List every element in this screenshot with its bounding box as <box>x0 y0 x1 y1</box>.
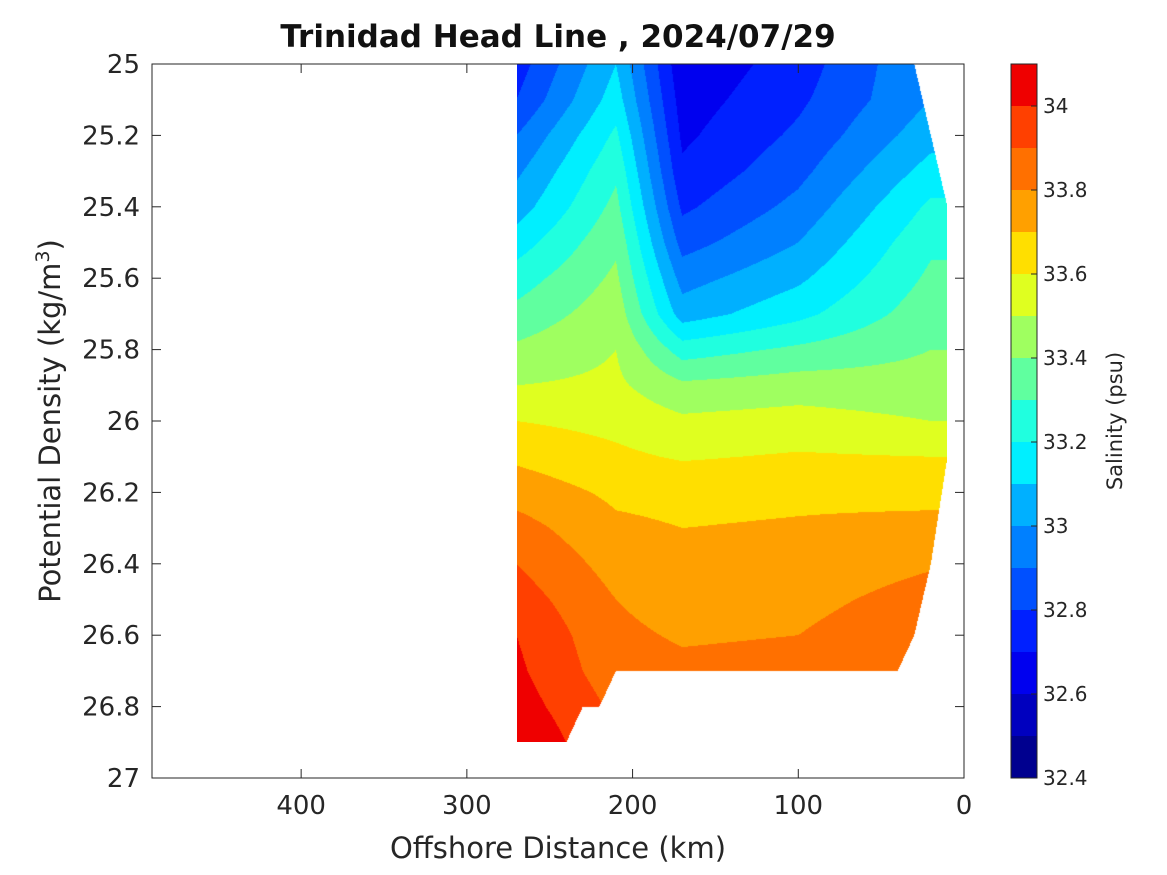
colorbar-segment <box>1011 568 1037 610</box>
colorbar-segment <box>1011 232 1037 274</box>
y-tick-label: 25.2 <box>82 121 140 151</box>
y-tick-label: 25.4 <box>82 193 140 223</box>
y-axis-label-main: Potential Density (kg/m <box>33 263 67 603</box>
y-tick-label: 26 <box>107 407 140 437</box>
x-tick-label: 400 <box>276 791 326 821</box>
colorbar-segment <box>1011 442 1037 484</box>
colorbar-tick-label: 33.6 <box>1043 262 1088 286</box>
y-tick-label: 26.2 <box>82 478 140 508</box>
colorbar-segment <box>1011 316 1037 358</box>
colorbar-tick-label: 33.8 <box>1043 178 1088 202</box>
y-axis-label: Potential Density (kg/m3) <box>32 239 67 603</box>
colorbar-segment <box>1011 400 1037 442</box>
colorbar-tick-label: 33 <box>1043 514 1068 538</box>
y-tick-label: 26.6 <box>82 621 140 651</box>
contour-plot-area <box>517 64 947 742</box>
x-tick-label: 300 <box>442 791 492 821</box>
colorbar-tick-label: 32.6 <box>1043 682 1088 706</box>
x-axis: 400 300 200 100 0 <box>276 64 972 821</box>
colorbar <box>1011 64 1037 778</box>
y-tick-label: 26.8 <box>82 693 140 723</box>
y-tick-label: 25 <box>107 50 140 80</box>
y-axis-label-superscript: 3 <box>32 250 54 262</box>
y-tick-label: 27 <box>107 764 140 794</box>
colorbar-segment <box>1011 652 1037 694</box>
colorbar-segment <box>1011 526 1037 568</box>
colorbar-tick-label: 33.2 <box>1043 430 1088 454</box>
colorbar-segment <box>1011 484 1037 526</box>
y-tick-label: 25.8 <box>82 336 140 366</box>
colorbar-tick-label: 33.4 <box>1043 346 1088 370</box>
salinity-field <box>517 64 947 742</box>
colorbar-segment <box>1011 610 1037 652</box>
colorbar-ticks: 32.4 32.6 32.8 33 33.2 33.4 33.6 33.8 34 <box>1031 94 1088 790</box>
chart-title: Trinidad Head Line , 2024/07/29 <box>280 19 835 55</box>
colorbar-label: Salinity (psu) <box>1103 352 1127 490</box>
colorbar-segment <box>1011 274 1037 316</box>
y-axis: 25 25.2 25.4 25.6 25.8 26 26.2 26.4 26.6 26.8 27 <box>82 50 964 794</box>
colorbar-tick-label: 32.8 <box>1043 598 1088 622</box>
colorbar-segment <box>1011 148 1037 190</box>
x-axis-label: Offshore Distance (km) <box>390 831 726 865</box>
colorbar-segment <box>1011 694 1037 736</box>
colorbar-segment <box>1011 190 1037 232</box>
colorbar-segment <box>1011 64 1037 106</box>
colorbar-frame <box>1010 63 1038 779</box>
y-tick-label: 25.6 <box>82 264 140 294</box>
colorbar-tick-label: 32.4 <box>1043 766 1088 790</box>
y-axis-label-close: ) <box>33 239 67 250</box>
colorbar-segment <box>1011 358 1037 400</box>
x-tick-label: 100 <box>773 791 823 821</box>
colorbar-tick-label: 34 <box>1043 94 1068 118</box>
colorbar-segment <box>1011 106 1037 148</box>
y-tick-label: 26.4 <box>82 550 140 580</box>
x-tick-label: 200 <box>608 791 658 821</box>
colorbar-segment <box>1011 736 1037 778</box>
x-tick-label: 0 <box>956 791 973 821</box>
